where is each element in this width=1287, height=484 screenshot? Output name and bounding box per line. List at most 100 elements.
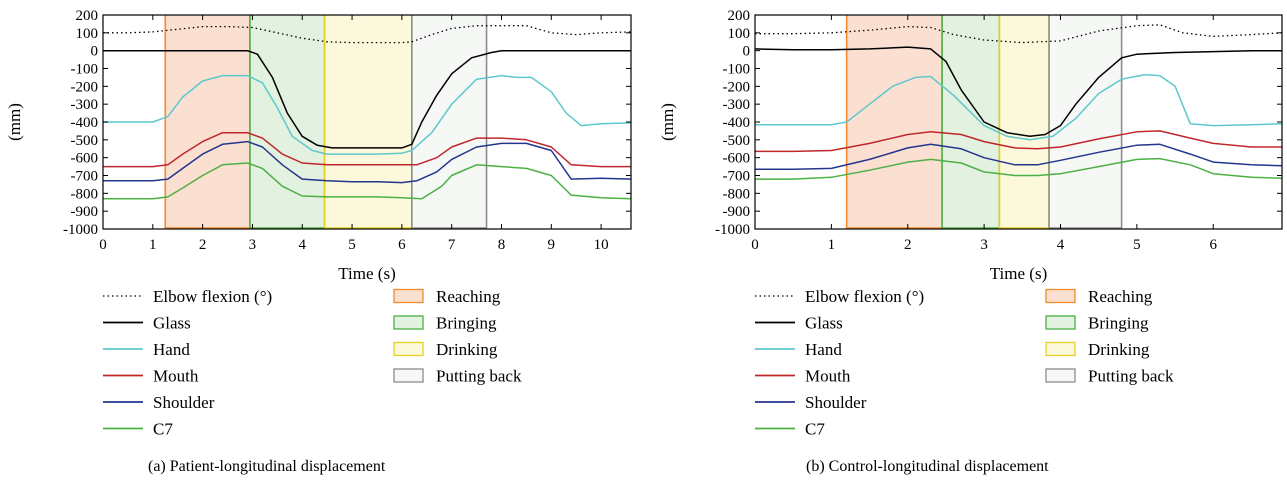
legend-label-bringing: Bringing (436, 314, 497, 333)
y-tick-label: -800 (71, 186, 99, 202)
legend-label-shoulder: Shoulder (153, 393, 215, 412)
series-line-glass (754, 46, 1282, 138)
y-tick-label: 200 (728, 8, 751, 24)
phase-band-reaching (846, 15, 943, 229)
legend-label-glass: Glass (805, 314, 843, 333)
legend-swatch-reaching (393, 288, 424, 304)
panel-caption: (a) Patient-longitudinal displacement (148, 458, 386, 475)
x-tick-label: 0 (751, 237, 759, 253)
y-tick-label: -100 (723, 62, 751, 78)
x-tick-label: 1 (149, 237, 157, 253)
y-tick-label: -700 (723, 169, 751, 185)
legend-label-hand: Hand (805, 340, 842, 359)
series-line-elbow-flexion (103, 25, 632, 44)
y-tick-label: 100 (76, 26, 99, 42)
legend-label-reaching: Reaching (1088, 287, 1153, 306)
legend-label-drinking: Drinking (436, 340, 498, 359)
x-tick-label: 4 (298, 237, 306, 253)
legend-label-bringing: Bringing (1088, 314, 1149, 333)
x-tick-label: 5 (1133, 237, 1141, 253)
y-tick-label: -100 (71, 62, 99, 78)
y-tick-label: -600 (723, 151, 751, 167)
y-tick-label: -500 (71, 133, 99, 149)
x-tick-label: 6 (398, 237, 406, 253)
x-tick-label: 5 (348, 237, 356, 253)
legend-label-shoulder: Shoulder (805, 393, 867, 412)
chart-panel-b: 200 100 0 -100-200 -300 -400 -500 -600 -700-800 -… (658, 8, 1283, 475)
legend-label-c7: C7 (153, 420, 173, 439)
series-line-hand (755, 73, 1283, 141)
legend-label-putting-back: Putting back (1088, 367, 1174, 386)
series-line-hand (103, 74, 632, 155)
legend-label-drinking: Drinking (1088, 340, 1150, 359)
y-tick-label: -900 (723, 204, 751, 220)
y-tick-label: 200 (76, 8, 99, 24)
y-tick-label: -300 (723, 97, 751, 113)
x-tick-label: 10 (594, 237, 609, 253)
legend-label-hand: Hand (153, 340, 190, 359)
legend-label-elbow-flexion: Elbow flexion (°) (805, 287, 924, 306)
legend-swatch-bringing (393, 315, 424, 330)
y-axis-label: (mm) (658, 103, 677, 141)
y-tick-label: -1000 (715, 222, 750, 238)
y-axis-label: (mm) (5, 103, 24, 141)
phase-band-drinking (324, 15, 412, 229)
phase-band-reaching (165, 15, 250, 229)
series-line-glass (103, 49, 631, 149)
x-tick-label: 7 (448, 237, 456, 253)
y-tick-label: -700 (71, 169, 99, 185)
series-line-mouth (755, 130, 1282, 153)
x-tick-label: 6 (1210, 237, 1218, 253)
y-tick-label: -400 (723, 115, 751, 131)
x-tick-label: 1 (828, 237, 836, 253)
legend: Elbow flexion (°) Glass Hand Mouth Shoulder C… (103, 287, 522, 439)
series-line-shoulder (103, 140, 632, 184)
y-tick-label: -600 (71, 151, 99, 167)
legend-swatch-drinking (1045, 341, 1076, 357)
legend-swatch-putting-back (1045, 368, 1076, 383)
legend-swatch-bringing (1045, 315, 1076, 330)
x-axis-label: Time (s) (990, 264, 1047, 283)
x-tick-label: 9 (548, 237, 556, 253)
legend-label-mouth: Mouth (805, 367, 851, 386)
x-tick-label: 0 (99, 237, 107, 253)
y-tick-label: -400 (71, 115, 99, 131)
legend-label-mouth: Mouth (153, 367, 199, 386)
y-tick-label: -500 (723, 133, 751, 149)
y-tick-label: -800 (723, 186, 751, 202)
legend-label-elbow-flexion: Elbow flexion (°) (153, 287, 272, 306)
panel-caption: (b) Control-longitudinal displacement (806, 458, 1049, 475)
phase-band-bringing (249, 15, 325, 229)
legend-label-putting-back: Putting back (436, 367, 522, 386)
series-line-mouth (103, 131, 631, 168)
x-tick-label: 3 (980, 237, 988, 253)
x-tick-label: 8 (498, 237, 506, 253)
y-tick-label: 0 (91, 44, 99, 60)
legend-swatch-reaching (1045, 288, 1076, 304)
phase-band-drinking (999, 15, 1050, 229)
legend-label-reaching: Reaching (436, 287, 501, 306)
y-tick-label: -1000 (63, 222, 98, 238)
legend-label-glass: Glass (153, 314, 191, 333)
chart-panel-a: 2001000-100-200-300-400-500-600-700-800-… (5, 8, 632, 475)
phase-band-putting-back (411, 15, 487, 229)
legend: Elbow flexion (°) Glass Hand Mouth Shoulder C… (755, 287, 1174, 439)
x-tick-label: 4 (1057, 237, 1065, 253)
phase-band-bringing (942, 15, 1000, 229)
x-tick-label: 2 (904, 237, 912, 253)
y-tick-label: 100 (728, 26, 751, 42)
legend-swatch-drinking (393, 341, 424, 357)
y-tick-label: 0 (743, 44, 751, 60)
series-line-c7 (103, 162, 632, 200)
phase-band-putting-back (1049, 15, 1122, 229)
y-tick-label: -300 (71, 97, 99, 113)
series-line-c7 (755, 157, 1283, 180)
x-tick-label: 2 (199, 237, 207, 253)
series-line-shoulder (755, 143, 1283, 171)
legend-swatch-putting-back (393, 368, 424, 383)
x-tick-label: 3 (249, 237, 257, 253)
y-tick-label: -200 (71, 79, 99, 95)
x-axis-label: Time (s) (338, 264, 395, 283)
